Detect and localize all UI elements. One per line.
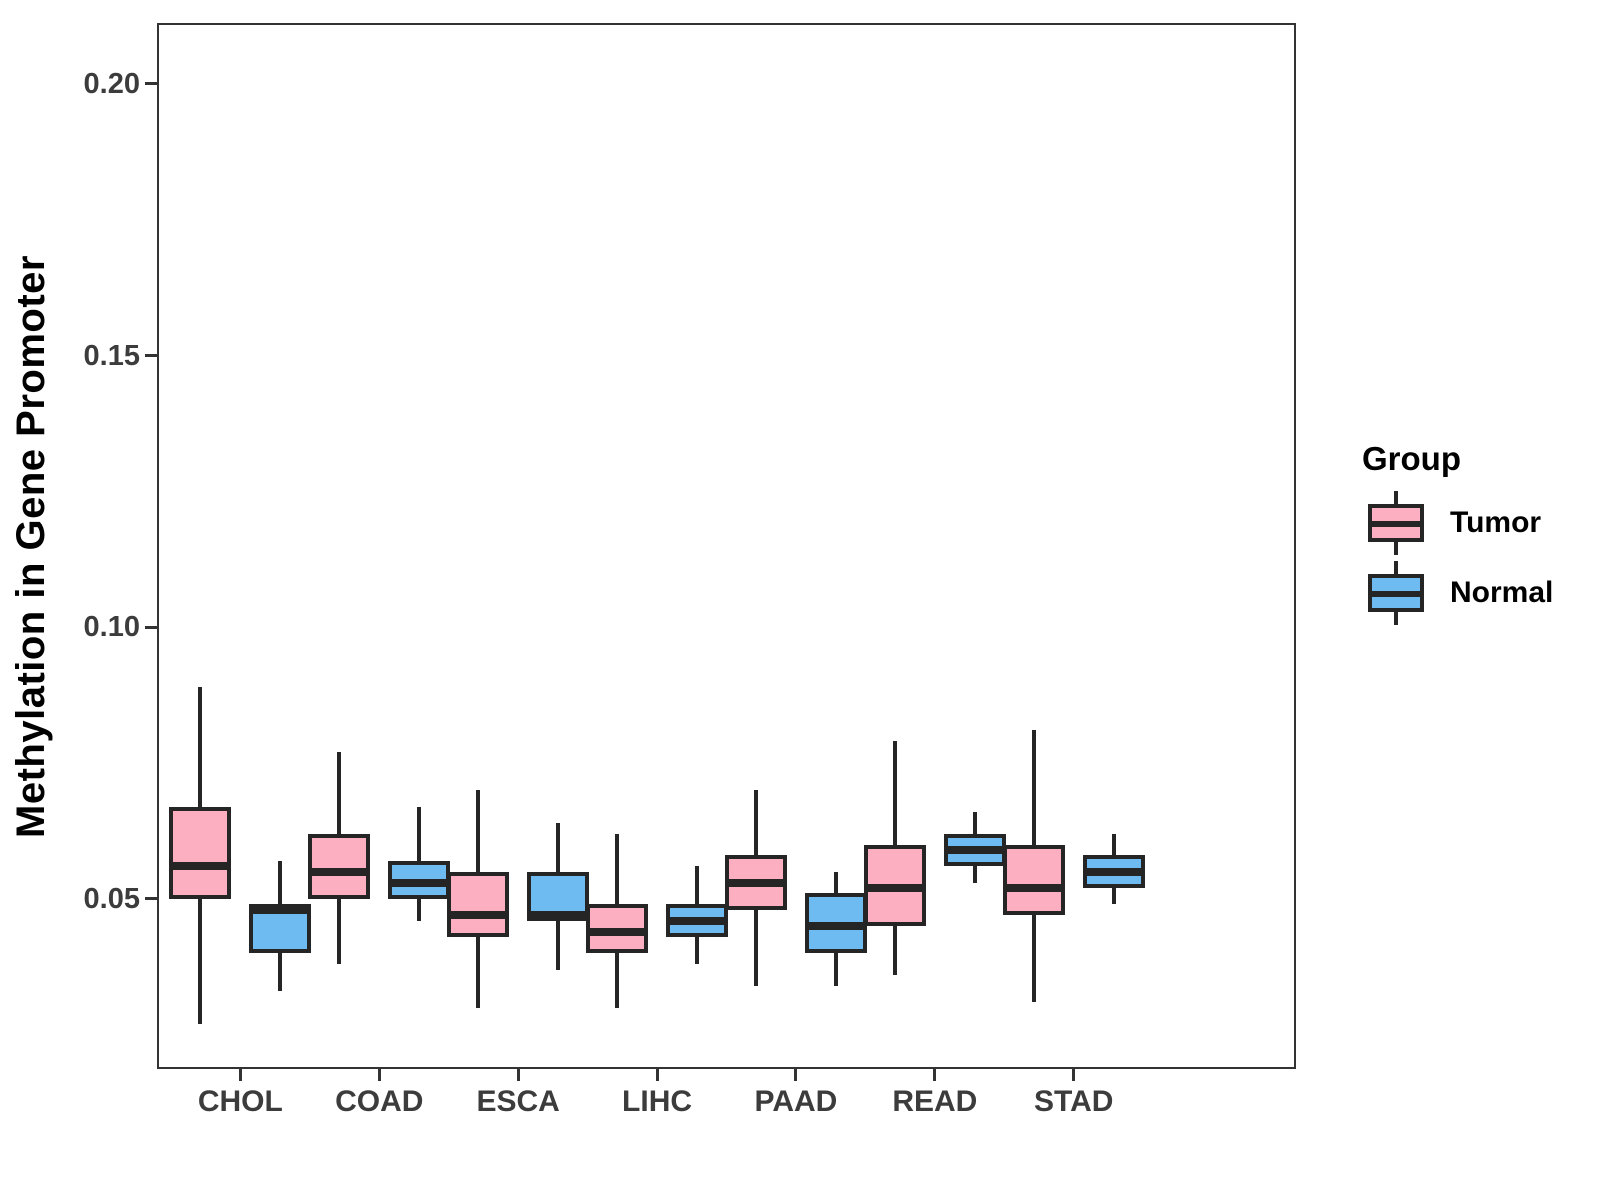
whisker-upper-normal-esca [556, 822, 561, 872]
whisker-lower-tumor-coad [337, 898, 342, 965]
y-tick-label: 0.05 [83, 882, 140, 915]
key-median [1368, 521, 1424, 527]
whisker-lower-normal-paad [833, 953, 838, 986]
legend-label-tumor: Tumor [1450, 506, 1542, 539]
y-tick-label: 0.20 [83, 67, 140, 100]
median-normal-lihc [666, 916, 729, 925]
median-tumor-esca [447, 911, 510, 920]
x-tick-label-esca: ESCA [476, 1085, 560, 1118]
y-tick-label: 0.10 [83, 611, 140, 644]
x-tick-label-chol: CHOL [197, 1085, 283, 1118]
legend: Group Tumor Normal [1340, 440, 1600, 628]
box-tumor-chol [169, 806, 232, 899]
whisker-lower-tumor-esca [476, 936, 481, 1008]
legend-item-tumor: Tumor [1340, 488, 1600, 558]
legend-label-normal: Normal [1450, 576, 1554, 609]
y-tick [145, 82, 157, 86]
whisker-upper-normal-lihc [695, 866, 700, 905]
whisker-upper-tumor-coad [337, 752, 342, 834]
whisker-upper-tumor-esca [476, 790, 481, 872]
x-tick [794, 1069, 798, 1081]
x-tick-label-stad: STAD [1034, 1085, 1114, 1118]
whisker-upper-tumor-paad [753, 790, 758, 856]
whisker-lower-tumor-paad [753, 909, 758, 986]
y-tick [145, 897, 157, 901]
whisker-upper-tumor-read [892, 741, 897, 845]
median-normal-read [943, 846, 1006, 855]
box-tumor-stad [1002, 844, 1065, 916]
whisker-lower-normal-esca [556, 920, 561, 970]
x-tick-label-read: READ [892, 1085, 978, 1118]
x-tick-label-paad: PAAD [754, 1085, 838, 1118]
whisker-upper-normal-coad [417, 806, 422, 861]
whisker-lower-normal-read [972, 866, 977, 883]
whisker-lower-normal-chol [278, 953, 283, 992]
x-tick-label-lihc: LIHC [622, 1085, 693, 1118]
legend-item-normal: Normal [1340, 558, 1600, 628]
whisker-lower-normal-lihc [695, 936, 700, 965]
median-normal-stad [1082, 867, 1145, 876]
whisker-lower-tumor-stad [1031, 915, 1036, 1003]
tumor-boxplot-key-icon [1368, 491, 1424, 555]
median-normal-esca [527, 911, 590, 920]
median-tumor-lihc [586, 927, 649, 936]
whisker-lower-tumor-chol [198, 898, 203, 1024]
y-tick [145, 625, 157, 629]
whisker-lower-normal-coad [417, 898, 422, 921]
whisker-upper-tumor-lihc [615, 833, 620, 905]
legend-title: Group [1362, 440, 1461, 477]
x-tick-label-coad: COAD [335, 1085, 424, 1118]
y-tick [145, 354, 157, 358]
x-tick [516, 1069, 520, 1081]
median-normal-paad [804, 922, 867, 931]
whisker-upper-normal-chol [278, 860, 283, 905]
median-normal-coad [388, 878, 451, 887]
x-tick [377, 1069, 381, 1081]
x-tick [238, 1069, 242, 1081]
median-tumor-stad [1002, 884, 1065, 893]
median-tumor-chol [169, 862, 232, 871]
x-tick [655, 1069, 659, 1081]
whisker-upper-normal-stad [1111, 833, 1116, 856]
whisker-upper-tumor-stad [1031, 730, 1036, 845]
median-tumor-paad [724, 878, 787, 887]
whisker-lower-tumor-read [892, 926, 897, 975]
x-tick [1072, 1069, 1076, 1081]
whisker-upper-tumor-chol [198, 687, 203, 807]
x-tick [933, 1069, 937, 1081]
whisker-lower-normal-stad [1111, 888, 1116, 905]
whisker-upper-normal-paad [833, 871, 838, 894]
median-tumor-coad [308, 867, 371, 876]
y-axis-title-text: Methylation in Gene Promoter [8, 254, 53, 838]
box-tumor-coad [308, 833, 371, 899]
whisker-lower-tumor-lihc [615, 953, 620, 1008]
median-tumor-read [863, 884, 926, 893]
normal-boxplot-key-icon [1368, 561, 1424, 625]
y-tick-label: 0.15 [83, 339, 140, 372]
median-normal-chol [249, 905, 312, 914]
box-tumor-esca [447, 871, 510, 937]
key-median [1368, 591, 1424, 597]
whisker-upper-normal-read [972, 811, 977, 834]
